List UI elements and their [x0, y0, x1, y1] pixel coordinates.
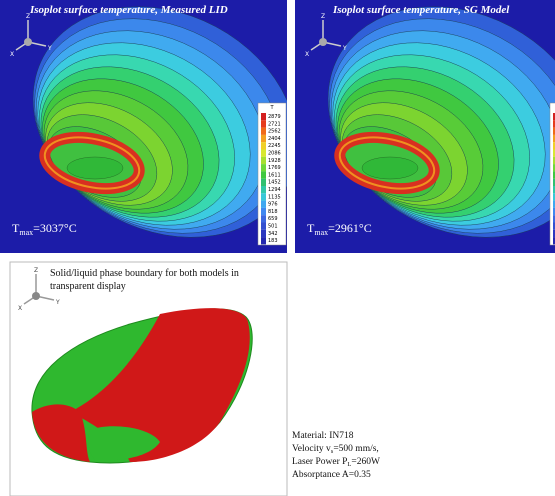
info-line: Velocity vs=500 mm/s,	[292, 444, 379, 455]
core	[67, 157, 123, 179]
tmax-subscript: max	[19, 228, 33, 237]
panel-title: Isoplot surface temperature, Measured LI…	[29, 4, 228, 16]
tmax-value: =2961°C	[328, 221, 372, 235]
legend-swatch	[261, 230, 266, 237]
contour-panel: Isoplot surface temperature, SG Model Z X Y…	[287, 0, 555, 282]
info-text: Velocity v	[292, 444, 331, 454]
axis-origin	[24, 38, 32, 46]
axis-label: Z	[321, 13, 325, 20]
legend-label: 2721	[268, 121, 281, 127]
legend-swatch	[261, 128, 266, 135]
legend-swatch	[261, 193, 266, 200]
axis-label: Z	[26, 13, 30, 20]
legend-label: 1294	[268, 187, 281, 193]
tmax-value: =3037°C	[33, 221, 77, 235]
legend-label: 2245	[268, 143, 281, 149]
legend-swatch	[261, 186, 266, 193]
legend-swatch	[261, 223, 266, 230]
contour-panel: Isoplot surface temperature, Measured LI…	[0, 0, 338, 282]
legend-label: 1135	[268, 194, 281, 200]
axis-label: Y	[342, 45, 347, 52]
legend-label: 1769	[268, 165, 281, 171]
legend-swatch	[261, 164, 266, 171]
caption: Solid/liquid phase boundary for both mod…	[50, 268, 239, 279]
axis-label: Z	[34, 267, 38, 274]
legend-label: 183	[268, 238, 278, 244]
axis-label: Y	[47, 45, 52, 52]
info-text: Laser Power P	[292, 457, 347, 467]
tmax-subscript: max	[314, 228, 328, 237]
legend-label: 659	[268, 216, 278, 222]
legend-label: 1452	[268, 180, 281, 186]
legend-swatch	[261, 215, 266, 222]
caption: transparent display	[50, 281, 126, 292]
legend-label: 976	[268, 202, 278, 208]
legend-swatch	[261, 120, 266, 127]
info-line: Absorptance A=0.35	[292, 470, 371, 480]
legend-label: 342	[268, 231, 278, 237]
legend-swatch	[261, 157, 266, 164]
page: {"panels": [ {"title": "Isoplot surface …	[0, 0, 555, 496]
axis-label: Y	[55, 299, 60, 306]
legend-label: 1928	[268, 158, 281, 164]
phase-panel: Z X Y Solid/liquid phase boundary for bo…	[10, 262, 287, 496]
legend-label: 2086	[268, 151, 281, 157]
legend-label: 1611	[268, 172, 281, 178]
legend-label: 501	[268, 224, 278, 230]
info-line: Material: IN718	[292, 431, 354, 441]
axis-label: X	[305, 51, 309, 58]
legend-label: 2879	[268, 114, 281, 120]
core	[362, 157, 418, 179]
legend-label: 2562	[268, 129, 281, 135]
axis-label: X	[18, 305, 22, 312]
legend-swatch	[261, 179, 266, 186]
axis-label: X	[10, 51, 14, 58]
legend-swatch	[261, 201, 266, 208]
info-value: =500 mm/s,	[333, 444, 378, 454]
axis-origin	[319, 38, 327, 46]
figure: Isoplot surface temperature, Measured LI…	[0, 0, 555, 496]
legend-swatch	[261, 171, 266, 178]
legend-swatch	[261, 150, 266, 157]
info-value: =260W	[351, 457, 380, 467]
legend-swatch	[261, 208, 266, 215]
legend-label: 818	[268, 209, 278, 215]
panel-title: Isoplot surface temperature, SG Model	[332, 4, 510, 16]
legend-swatch	[261, 142, 266, 149]
material-info: Material: IN718 Velocity vs=500 mm/s, La…	[292, 431, 380, 480]
info-line: Laser Power PL=260W	[292, 457, 380, 468]
legend-swatch	[261, 135, 266, 142]
legend-swatch	[261, 113, 266, 120]
legend-label: 2404	[268, 136, 281, 142]
legend-swatch	[261, 237, 266, 244]
